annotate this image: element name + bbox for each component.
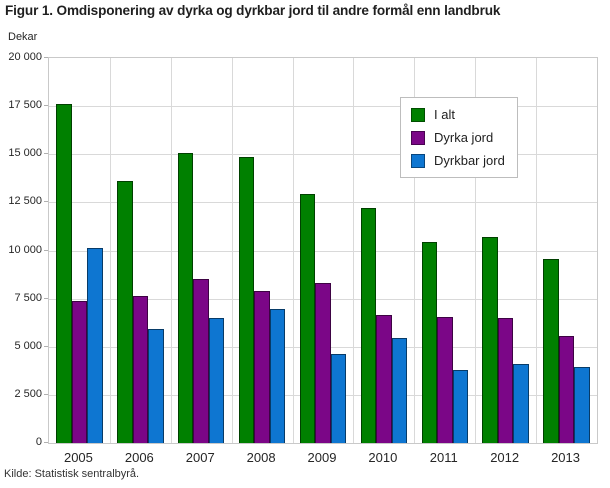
x-tick-label-2012: 2012	[490, 450, 520, 465]
bar-dyrkbar-jord-2009	[330, 354, 347, 443]
legend-label-i-alt: I alt	[434, 107, 455, 122]
bar-i-alt-2013	[543, 259, 559, 443]
gridline-v	[353, 58, 355, 443]
x-tick-label-2005: 2005	[63, 450, 93, 465]
y-tick-label: 12 500	[8, 195, 42, 208]
gridline-v	[170, 58, 172, 443]
bar-dyrkbar-jord-2010	[391, 338, 408, 443]
gridline-h	[49, 202, 597, 204]
bar-dyrka-jord-2007	[193, 279, 209, 443]
gridline-v	[109, 58, 111, 443]
bar-dyrka-jord-2011	[437, 316, 453, 443]
y-tick	[44, 345, 48, 347]
gridline-v	[475, 58, 477, 443]
bar-i-alt-2006	[117, 181, 133, 443]
x-tick-label-2006: 2006	[124, 450, 154, 465]
bar-i-alt-2009	[299, 193, 316, 443]
legend-item-dyrka-jord: Dyrka jord	[411, 130, 505, 145]
bar-dyrkbar-jord-2007	[208, 317, 225, 443]
figure-title: Figur 1. Omdisponering av dyrka og dyrkb…	[5, 3, 501, 18]
y-tick-label: 17 500	[8, 99, 42, 112]
bar-dyrka-jord-2006	[132, 295, 149, 443]
y-tick	[44, 442, 48, 443]
bar-i-alt-2005	[56, 104, 72, 443]
legend-swatch-i-alt-icon	[411, 107, 425, 122]
bar-i-alt-2010	[360, 208, 377, 443]
legend: I alt Dyrka jord Dyrkbar jord	[400, 97, 518, 178]
bar-i-alt-2008	[238, 157, 255, 443]
x-tick-label-2008: 2008	[246, 450, 276, 465]
gridline-v	[231, 58, 233, 443]
legend-label-dyrka-jord: Dyrka jord	[434, 130, 494, 145]
legend-item-i-alt: I alt	[411, 107, 505, 122]
y-tick	[44, 57, 48, 58]
y-tick	[44, 249, 48, 251]
y-tick-label: 15 000	[8, 147, 42, 160]
y-tick-label: 0	[35, 436, 42, 448]
legend-swatch-dyrka-jord-icon	[411, 130, 425, 145]
legend-swatch-dyrkbar-jord-icon	[411, 153, 425, 168]
source-note: Kilde: Statistisk sentralbyrå.	[4, 468, 140, 480]
y-tick	[44, 201, 48, 203]
bar-dyrkbar-jord-2012	[513, 364, 529, 443]
bar-dyrkbar-jord-2005	[87, 247, 103, 443]
bar-dyrka-jord-2012	[497, 317, 514, 443]
x-tick-label-2011: 2011	[429, 450, 458, 465]
bar-i-alt-2007	[177, 153, 194, 443]
y-tick-label: 5 000	[14, 339, 42, 352]
bar-dyrkbar-jord-2006	[148, 329, 164, 443]
y-tick	[44, 153, 48, 155]
y-tick-label: 20 000	[8, 51, 42, 63]
bar-dyrkbar-jord-2008	[269, 309, 286, 443]
bar-dyrka-jord-2010	[376, 315, 392, 443]
y-tick	[44, 393, 48, 395]
bar-dyrka-jord-2008	[254, 290, 270, 443]
bar-dyrka-jord-2005	[71, 300, 88, 443]
bar-dyrkbar-jord-2011	[452, 369, 469, 443]
y-tick	[44, 297, 48, 299]
y-tick-label: 10 000	[8, 243, 42, 256]
bar-dyrkbar-jord-2013	[574, 366, 590, 443]
gridline-h	[49, 250, 597, 252]
y-axis-unit-label: Dekar	[8, 31, 38, 43]
y-tick	[44, 105, 48, 107]
legend-label-dyrkbar-jord: Dyrkbar jord	[434, 153, 505, 168]
bar-dyrka-jord-2009	[315, 283, 331, 443]
gridline-h	[49, 154, 597, 156]
x-tick-label-2007: 2007	[185, 450, 215, 465]
bar-dyrka-jord-2013	[558, 336, 575, 443]
gridline-v	[414, 58, 416, 443]
bar-i-alt-2012	[482, 237, 498, 443]
gridline-h	[49, 106, 597, 108]
y-tick-label: 7 500	[14, 291, 42, 304]
x-tick-label-2013: 2013	[551, 450, 580, 465]
x-tick-label-2009: 2009	[307, 450, 337, 465]
x-tick-label-2010: 2010	[368, 450, 398, 465]
y-tick-label: 2 500	[14, 387, 42, 400]
legend-item-dyrkbar-jord: Dyrkbar jord	[411, 153, 505, 168]
gridline-v	[292, 58, 294, 443]
gridline-v	[536, 58, 538, 443]
bar-i-alt-2011	[421, 241, 438, 443]
